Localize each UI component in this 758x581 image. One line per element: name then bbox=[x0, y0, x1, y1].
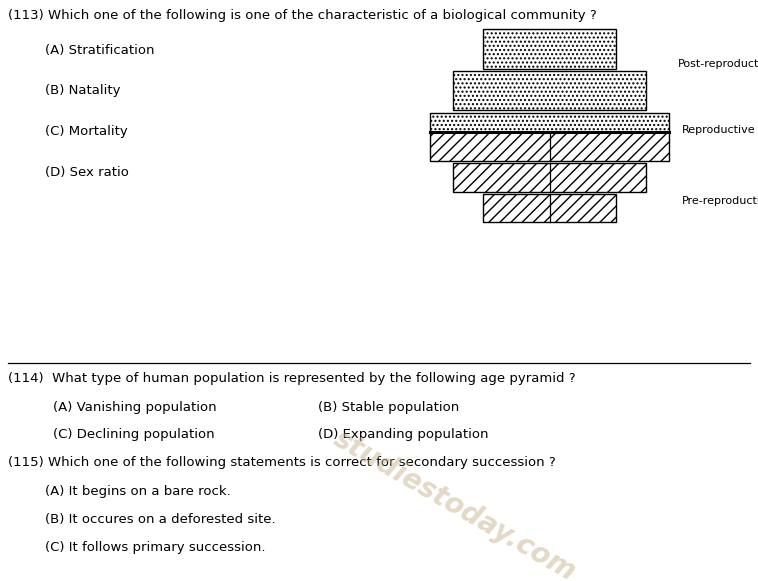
Bar bbox=[484, 194, 615, 223]
Bar bbox=[484, 29, 615, 69]
Bar bbox=[431, 132, 669, 161]
Bar bbox=[453, 71, 646, 110]
Bar bbox=[431, 113, 669, 132]
Text: Post-reproductive: Post-reproductive bbox=[678, 59, 758, 69]
Text: (C) Mortality: (C) Mortality bbox=[45, 125, 128, 138]
Text: (D) Expanding population: (D) Expanding population bbox=[318, 428, 489, 441]
Text: (B) Natality: (B) Natality bbox=[45, 84, 121, 97]
Text: (114)  What type of human population is represented by the following age pyramid: (114) What type of human population is r… bbox=[8, 372, 575, 385]
Text: (A) Stratification: (A) Stratification bbox=[45, 44, 155, 56]
Text: (C) Declining population: (C) Declining population bbox=[53, 428, 215, 441]
Text: (D) Sex ratio: (D) Sex ratio bbox=[45, 166, 130, 178]
Text: (113) Which one of the following is one of the characteristic of a biological co: (113) Which one of the following is one … bbox=[8, 9, 597, 21]
Text: Reproductive: Reproductive bbox=[682, 125, 756, 135]
Text: studiestoday.com: studiestoday.com bbox=[329, 425, 581, 581]
Bar bbox=[453, 163, 646, 192]
Text: (B) It occures on a deforested site.: (B) It occures on a deforested site. bbox=[45, 513, 276, 526]
Text: (115) Which one of the following statements is correct for secondary succession : (115) Which one of the following stateme… bbox=[8, 456, 556, 469]
Text: (A) It begins on a bare rock.: (A) It begins on a bare rock. bbox=[45, 485, 231, 498]
Text: (A) Vanishing population: (A) Vanishing population bbox=[53, 401, 217, 414]
Text: Pre-reproductive: Pre-reproductive bbox=[682, 196, 758, 206]
Text: (B) Stable population: (B) Stable population bbox=[318, 401, 459, 414]
Text: (C) It follows primary succession.: (C) It follows primary succession. bbox=[45, 541, 266, 554]
